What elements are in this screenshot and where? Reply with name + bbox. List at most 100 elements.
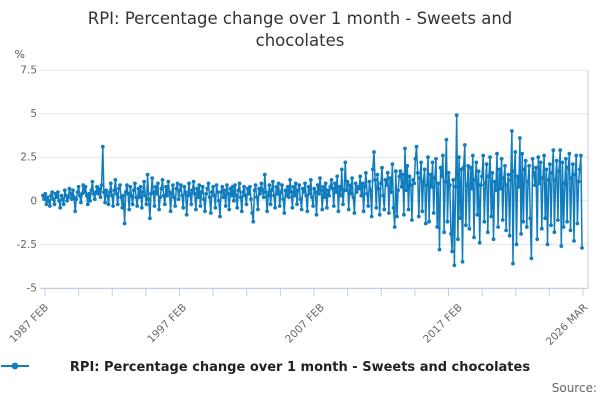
data-point-marker <box>214 183 219 188</box>
data-point-marker <box>237 181 242 186</box>
data-point-marker <box>334 190 338 195</box>
data-point-marker <box>322 195 327 200</box>
data-point-marker <box>333 181 337 186</box>
data-point-marker <box>442 230 446 235</box>
data-point-marker <box>529 256 534 261</box>
data-point-marker <box>206 181 211 186</box>
data-point-marker <box>359 193 364 198</box>
data-point-marker <box>541 176 545 181</box>
data-point-marker <box>143 193 148 198</box>
data-point-marker <box>379 181 383 186</box>
data-point-marker <box>382 207 387 212</box>
data-point-marker <box>320 207 325 212</box>
data-point-marker <box>190 188 195 193</box>
data-line <box>42 114 583 267</box>
data-point-marker <box>225 183 229 188</box>
data-point-marker <box>570 162 575 167</box>
data-point-marker <box>71 188 75 193</box>
data-point-marker <box>122 221 127 226</box>
data-point-marker <box>493 188 498 193</box>
data-point-marker <box>519 232 523 236</box>
data-point-marker <box>522 167 527 172</box>
data-point-marker <box>530 157 535 161</box>
data-point-marker <box>423 221 428 226</box>
data-point-marker <box>146 197 151 202</box>
legend[interactable]: RPI: Percentage change over 1 month - Sw… <box>0 360 600 375</box>
data-point-marker <box>112 188 117 193</box>
data-point-marker <box>305 209 310 214</box>
data-point-marker <box>407 174 412 179</box>
data-point-marker <box>157 207 162 212</box>
data-point-marker <box>387 211 391 215</box>
data-point-marker <box>467 226 472 231</box>
data-point-marker <box>437 247 442 252</box>
data-point-marker <box>58 205 63 210</box>
data-point-marker <box>213 205 218 210</box>
data-point-marker <box>307 191 312 196</box>
data-point-marker <box>153 184 158 189</box>
data-point-marker <box>445 219 450 224</box>
data-point-marker <box>443 179 448 184</box>
data-point-marker <box>83 184 88 189</box>
data-point-marker <box>567 151 572 156</box>
data-point-marker <box>265 209 269 214</box>
data-point-marker <box>330 186 335 191</box>
data-point-marker <box>402 212 406 217</box>
x-axis-tick-label: 1997 FEB <box>145 302 189 346</box>
data-point-marker <box>111 204 115 208</box>
data-point-marker <box>313 190 318 195</box>
data-point-marker <box>243 193 248 198</box>
data-point-marker <box>500 218 505 222</box>
data-point-marker <box>496 225 500 229</box>
data-point-marker <box>62 188 67 193</box>
data-point-marker <box>316 191 321 196</box>
data-point-marker <box>552 230 557 235</box>
data-point-marker <box>260 188 265 193</box>
data-point-marker <box>92 197 97 202</box>
data-point-marker <box>533 183 537 188</box>
data-point-marker <box>131 188 136 193</box>
data-point-marker <box>76 184 81 189</box>
data-point-marker <box>73 209 78 214</box>
data-point-marker <box>282 211 287 215</box>
data-point-marker <box>393 169 398 174</box>
data-point-marker <box>150 176 155 181</box>
data-point-marker <box>511 261 515 266</box>
data-point-marker <box>135 204 140 208</box>
data-point-marker <box>422 167 427 172</box>
data-point-marker <box>171 183 175 188</box>
data-point-marker <box>546 178 551 182</box>
data-point-marker <box>447 183 452 188</box>
data-point-marker <box>390 162 395 167</box>
data-point-marker <box>551 148 556 153</box>
data-point-marker <box>415 171 420 175</box>
data-point-marker <box>338 193 343 198</box>
data-point-marker <box>403 146 407 151</box>
data-point-marker <box>219 190 224 195</box>
data-point-marker <box>461 165 466 170</box>
data-point-marker <box>234 193 239 198</box>
data-point-marker <box>118 183 122 188</box>
data-point-marker <box>165 193 170 198</box>
chart-title-line1: RPI: Percentage change over 1 month - Sw… <box>87 9 513 28</box>
data-point-marker <box>205 186 210 191</box>
data-point-marker <box>523 158 528 163</box>
data-point-marker <box>121 193 126 198</box>
data-point-marker <box>416 214 421 219</box>
plot-svg: 7.5 5 2.5 0 -2.5 -5% 1987 FEB 1997 FEB 2007 FEB 2… <box>7 48 590 348</box>
data-point-marker <box>266 193 271 198</box>
data-point-marker <box>372 150 376 154</box>
data-point-marker <box>325 205 329 210</box>
data-point-marker <box>560 160 565 165</box>
data-point-marker <box>210 190 214 195</box>
data-point-marker <box>351 195 356 200</box>
data-point-marker <box>512 169 517 174</box>
data-point-marker <box>128 184 133 189</box>
data-point-marker <box>391 205 396 210</box>
data-point-marker <box>295 202 299 207</box>
data-point-marker <box>480 174 484 179</box>
data-point-marker <box>339 167 344 172</box>
data-point-marker <box>261 195 266 200</box>
data-point-marker <box>302 190 306 195</box>
data-point-marker <box>352 211 357 215</box>
